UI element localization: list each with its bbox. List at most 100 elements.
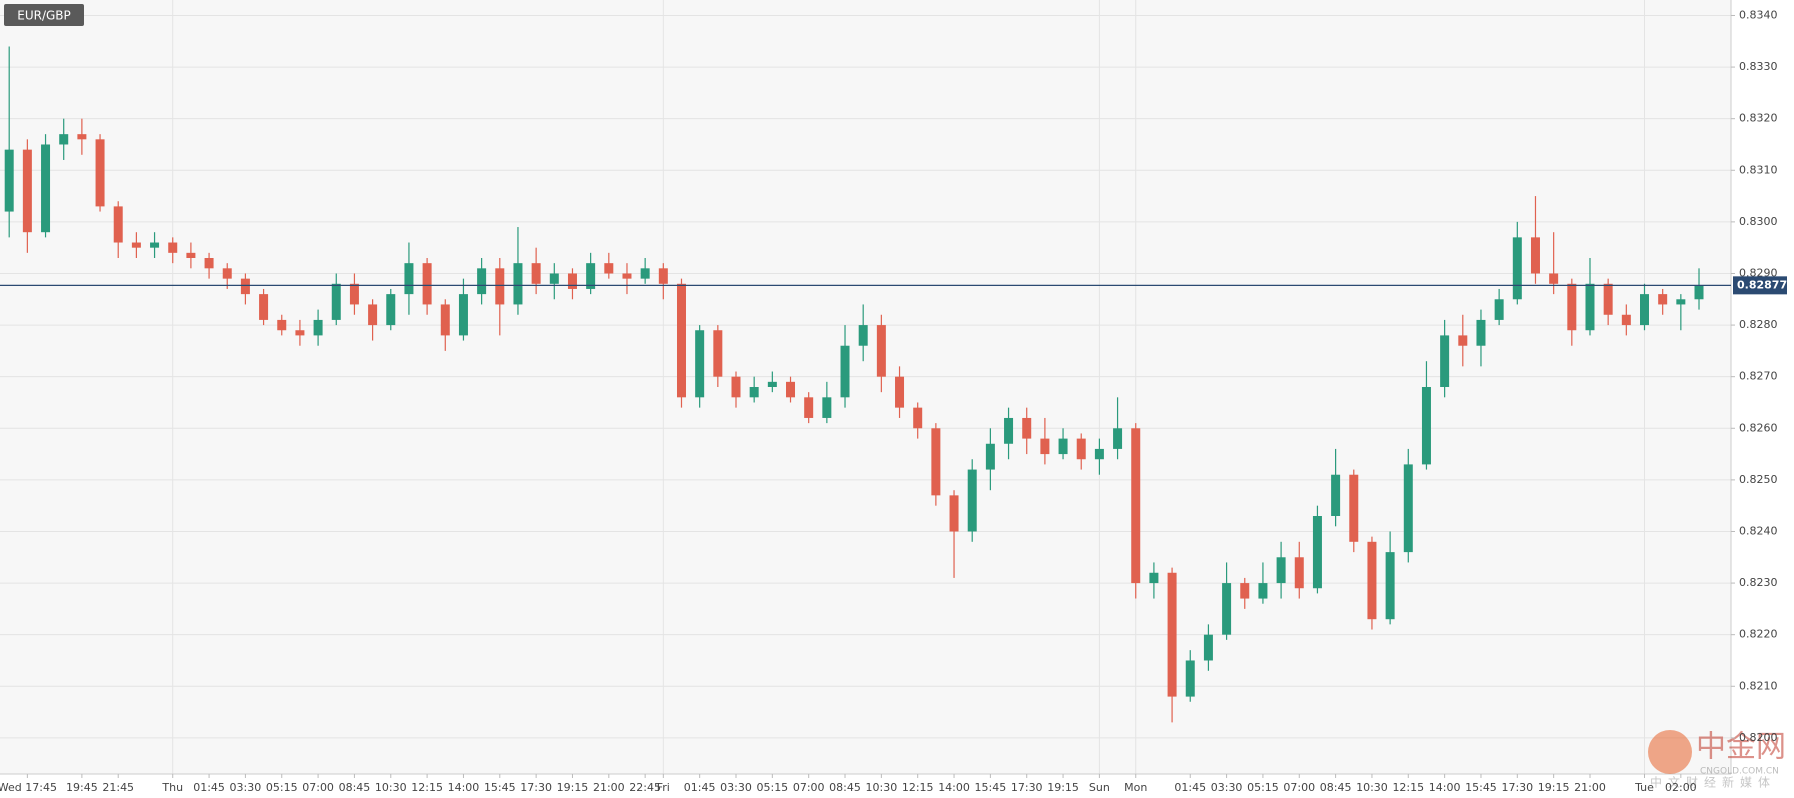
x-tick-label: 19:15 xyxy=(1047,781,1079,794)
candle-body xyxy=(658,268,668,284)
candle-body xyxy=(1603,283,1613,315)
candle-body xyxy=(822,397,832,418)
candle-body xyxy=(1167,572,1177,697)
candle-body xyxy=(331,283,341,320)
candle-body xyxy=(1294,557,1304,589)
x-tick-label: 10:30 xyxy=(866,781,898,794)
candle-body xyxy=(949,495,959,532)
candle-body xyxy=(495,268,505,305)
plot-area xyxy=(0,0,1731,774)
candle-body xyxy=(1494,299,1504,320)
candle-body xyxy=(59,134,69,145)
candle-body xyxy=(622,273,632,279)
candle-body xyxy=(513,263,523,305)
candle-body xyxy=(4,149,14,212)
candle-body xyxy=(1149,572,1159,584)
x-tick-label: 21:00 xyxy=(1574,781,1606,794)
candle-body xyxy=(713,330,723,377)
candle-body xyxy=(1222,583,1232,635)
candle-body xyxy=(1094,448,1104,460)
candle-body xyxy=(1567,283,1577,331)
x-tick-label: 14:00 xyxy=(1429,781,1461,794)
candle-body xyxy=(531,263,541,284)
candle-body xyxy=(95,139,105,207)
x-tick-label: 05:15 xyxy=(1247,781,1279,794)
candle-body xyxy=(313,319,323,336)
watermark-site: CNGOLD.COM.CN xyxy=(1700,767,1779,777)
x-tick-label: 14:00 xyxy=(938,781,970,794)
candle-body xyxy=(1040,438,1050,455)
candle-body xyxy=(204,258,214,269)
x-tick-label: 05:15 xyxy=(266,781,298,794)
candle-body xyxy=(676,283,686,398)
candle-body xyxy=(349,283,359,305)
candle-body xyxy=(858,325,868,346)
candle-body xyxy=(567,273,577,289)
candle-body xyxy=(1367,541,1377,620)
candle-body xyxy=(695,330,705,398)
x-tick-label: 15:45 xyxy=(484,781,516,794)
candle-body xyxy=(913,407,923,429)
x-tick-label: 17:30 xyxy=(1501,781,1533,794)
candle-body xyxy=(1403,464,1413,553)
chart-title: EUR/GBP xyxy=(17,9,71,23)
candle-body xyxy=(1240,583,1250,599)
candle-body xyxy=(1185,660,1195,697)
candle-body xyxy=(895,376,905,408)
x-tick-label: 12:15 xyxy=(902,781,934,794)
x-tick-label: 21:45 xyxy=(102,781,134,794)
watermark-name: 中金网 xyxy=(1696,730,1786,765)
x-tick-label: 03:30 xyxy=(230,781,262,794)
candle-body xyxy=(1621,314,1631,326)
candle-body xyxy=(1258,583,1268,599)
x-tick-label: 08:45 xyxy=(1320,781,1352,794)
candle-body xyxy=(240,278,250,295)
x-tick-label: Tue xyxy=(1634,781,1654,794)
x-tick-label: 10:30 xyxy=(375,781,407,794)
x-tick-label: 15:45 xyxy=(1465,781,1497,794)
x-tick-label: 17:30 xyxy=(1011,781,1043,794)
x-tick-label: 21:00 xyxy=(593,781,625,794)
x-tick-label: 07:00 xyxy=(1283,781,1315,794)
candle-body xyxy=(767,381,777,387)
watermark-logo xyxy=(1648,730,1692,774)
candle-body xyxy=(1458,335,1468,346)
title-box xyxy=(4,4,84,26)
x-tick-label: 08:45 xyxy=(829,781,861,794)
candle-body xyxy=(931,428,941,496)
candle-body xyxy=(1512,237,1522,300)
candle-body xyxy=(1113,428,1123,449)
candle-body xyxy=(41,144,51,233)
candle-body xyxy=(386,294,396,326)
candle-body xyxy=(604,263,614,274)
candle-body xyxy=(749,387,759,398)
x-tick-label: 01:45 xyxy=(684,781,716,794)
candle-body xyxy=(840,345,850,398)
candle-body xyxy=(1530,237,1540,274)
candle-body xyxy=(1131,428,1141,584)
candle-body xyxy=(186,252,196,258)
candle-body xyxy=(1385,552,1395,620)
x-tick-label: 07:00 xyxy=(302,781,334,794)
candle-body xyxy=(1058,438,1068,455)
candle-body xyxy=(586,263,596,289)
candle-body xyxy=(168,242,178,253)
candle-body xyxy=(786,381,796,398)
candle-body xyxy=(804,397,814,418)
candle-body xyxy=(440,304,450,336)
candle-body xyxy=(1476,319,1486,346)
y-tick-label: 0.8340 xyxy=(1739,8,1778,21)
y-tick-label: 0.8260 xyxy=(1739,421,1778,434)
candle-body xyxy=(404,263,414,295)
candle-body xyxy=(477,268,487,295)
candle-body xyxy=(295,330,305,336)
candle-body xyxy=(1276,557,1286,584)
y-tick-label: 0.8280 xyxy=(1739,318,1778,331)
x-tick-label: 03:30 xyxy=(1211,781,1243,794)
candle-body xyxy=(1022,417,1032,439)
watermark-slogan: 中文财经新媒体 xyxy=(1650,775,1776,790)
x-tick-label: Thu xyxy=(161,781,183,794)
candle-body xyxy=(967,469,977,532)
candle-body xyxy=(1312,516,1322,589)
